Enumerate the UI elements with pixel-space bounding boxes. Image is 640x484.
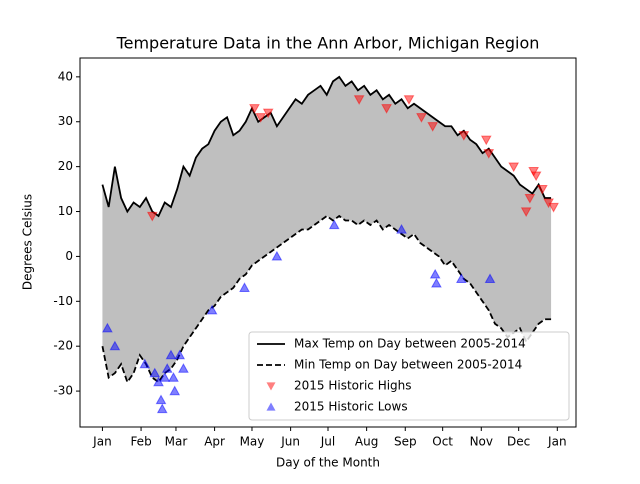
scatter-point — [206, 304, 218, 315]
scatter-point — [249, 104, 260, 114]
legend-label: Min Temp on Day between 2005-2014 — [294, 358, 522, 372]
scatter-point — [381, 104, 392, 114]
x-tick-label: Jul — [320, 435, 335, 449]
scatter-point — [155, 394, 167, 405]
legend-box — [248, 331, 570, 421]
scatter-point — [429, 268, 441, 279]
scatter-point — [520, 207, 532, 218]
scatter-point — [427, 122, 439, 132]
scatter-point — [508, 162, 520, 173]
x-tick-label: Mar — [165, 435, 188, 449]
x-tick-label: Apr — [204, 435, 225, 449]
scatter-point — [396, 223, 407, 234]
scatter-point — [156, 403, 168, 414]
scatter-point — [255, 113, 267, 123]
y-tick-label: 0 — [65, 249, 73, 263]
scatter-point — [239, 282, 250, 292]
scatter-point — [484, 273, 496, 283]
scatter-point — [537, 184, 548, 195]
scatter-point — [524, 193, 536, 204]
x-tick-label: Sep — [394, 435, 417, 449]
scatter-point — [455, 273, 467, 283]
y-tick-label: -10 — [53, 294, 73, 308]
y-axis-label: Degrees Celsius — [21, 194, 35, 290]
line — [101, 75, 552, 218]
scatter-point — [262, 108, 274, 119]
y-tick-label: -30 — [53, 384, 73, 398]
y-tick-label: 40 — [58, 69, 73, 83]
legend-label: Max Temp on Day between 2005-2014 — [294, 337, 526, 351]
scatter-point — [178, 363, 189, 373]
x-tick-label: Jan — [92, 435, 112, 449]
chart-title: Temperature Data in the Ann Arbor, Michi… — [116, 34, 540, 53]
y-tick-label: 10 — [58, 204, 73, 218]
scatter-point — [165, 349, 177, 360]
x-tick-label: Jan — [547, 435, 567, 449]
x-axis-label: Day of the Month — [276, 456, 380, 470]
line — [101, 214, 552, 385]
scatter-point — [161, 363, 173, 373]
scatter-point — [159, 372, 171, 382]
scatter-point — [403, 95, 415, 105]
scatter-point — [328, 219, 340, 230]
y-tick-label: 30 — [58, 114, 73, 128]
scatter-point — [149, 367, 161, 378]
scatter-point — [431, 277, 442, 288]
scatter-point — [174, 349, 186, 360]
scatter-point — [416, 113, 427, 123]
legend-marker — [266, 402, 276, 411]
legend-label: 2015 Historic Highs — [294, 379, 412, 393]
x-tick-label: Oct — [432, 435, 453, 449]
scatter-point — [530, 171, 542, 182]
y-tick-label: -20 — [53, 339, 73, 353]
scatter-point — [271, 250, 283, 261]
scatter-point — [146, 211, 158, 222]
scatter-point — [139, 358, 151, 369]
x-tick-label: Nov — [470, 435, 493, 449]
x-tick-label: Feb — [130, 435, 151, 449]
legend-label: 2015 Historic Lows — [294, 400, 408, 414]
scatter-point — [458, 131, 470, 141]
x-tick-label: Dec — [507, 435, 530, 449]
legend-marker — [266, 382, 276, 391]
scatter-point — [168, 372, 179, 382]
y-tick-label: 20 — [58, 159, 73, 173]
scatter-point — [109, 340, 121, 351]
scatter-point — [548, 202, 559, 213]
x-tick-label: Aug — [355, 435, 378, 449]
x-tick-label: May — [240, 435, 265, 449]
scatter-point — [483, 149, 495, 159]
scatter-point — [169, 385, 181, 396]
scatter-point — [102, 322, 113, 333]
x-tick-label: Jun — [280, 435, 300, 449]
scatter-point — [353, 95, 365, 105]
scatter-point — [480, 135, 492, 146]
